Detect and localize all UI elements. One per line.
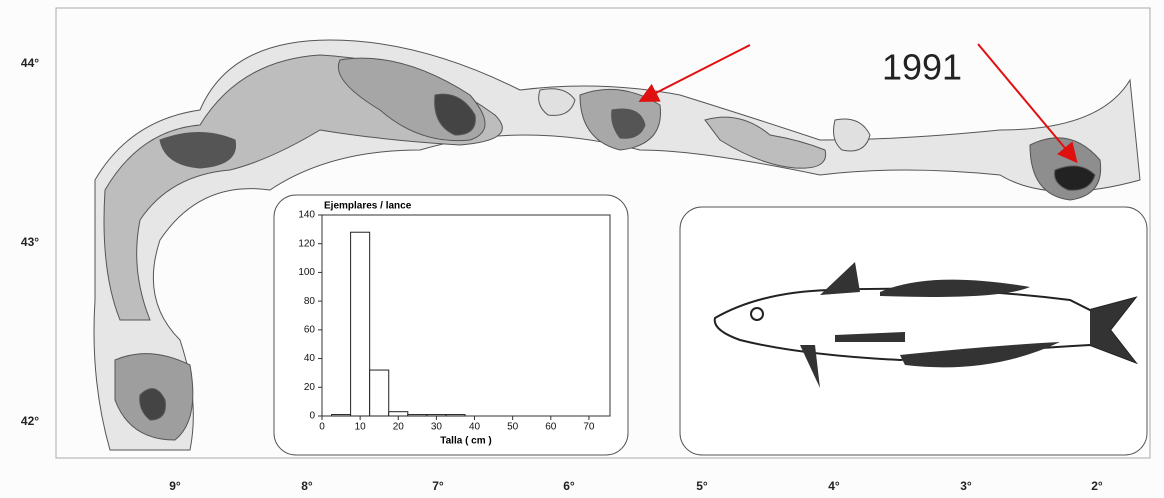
longitude-label: 7° <box>432 479 444 493</box>
bar <box>370 370 389 416</box>
longitude-label: 9° <box>169 479 181 493</box>
bar <box>332 415 351 416</box>
map-figure: Ejemplares / lance Talla ( cm ) 1991 44°… <box>0 0 1164 498</box>
latitude-label: 43° <box>21 235 39 249</box>
chart-title: Ejemplares / lance <box>324 201 412 212</box>
longitude-label: 3° <box>960 479 972 493</box>
bar <box>351 232 370 416</box>
bar <box>408 415 427 416</box>
longitude-label: 4° <box>828 479 840 493</box>
y-tick-label: 80 <box>304 296 316 307</box>
x-tick-label: 40 <box>469 422 481 433</box>
y-tick-label: 140 <box>298 210 315 221</box>
year-label: 1991 <box>882 47 962 88</box>
longitude-label: 6° <box>563 479 575 493</box>
y-tick-label: 20 <box>304 382 316 393</box>
y-tick-label: 60 <box>304 324 316 335</box>
latitude-label: 44° <box>21 56 39 70</box>
x-tick-label: 70 <box>583 422 595 433</box>
longitude-label: 5° <box>696 479 708 493</box>
bar <box>446 415 465 416</box>
x-tick-label: 10 <box>355 422 367 433</box>
x-tick-label: 60 <box>545 422 557 433</box>
x-tick-label: 50 <box>507 422 519 433</box>
longitude-label: 8° <box>301 479 313 493</box>
x-tick-label: 0 <box>319 422 325 433</box>
x-tick-label: 20 <box>393 422 405 433</box>
y-tick-label: 120 <box>298 238 315 249</box>
fish-inset <box>680 207 1147 455</box>
longitude-label: 2° <box>1091 479 1103 493</box>
fish-eye <box>751 308 763 320</box>
bar <box>427 415 446 416</box>
bar <box>389 412 408 416</box>
y-tick-label: 100 <box>298 267 315 278</box>
y-tick-label: 0 <box>309 411 315 422</box>
latitude-label: 42° <box>21 414 39 428</box>
x-tick-label: 30 <box>431 422 443 433</box>
y-tick-label: 40 <box>304 353 316 364</box>
x-axis-label: Talla ( cm ) <box>440 436 492 447</box>
